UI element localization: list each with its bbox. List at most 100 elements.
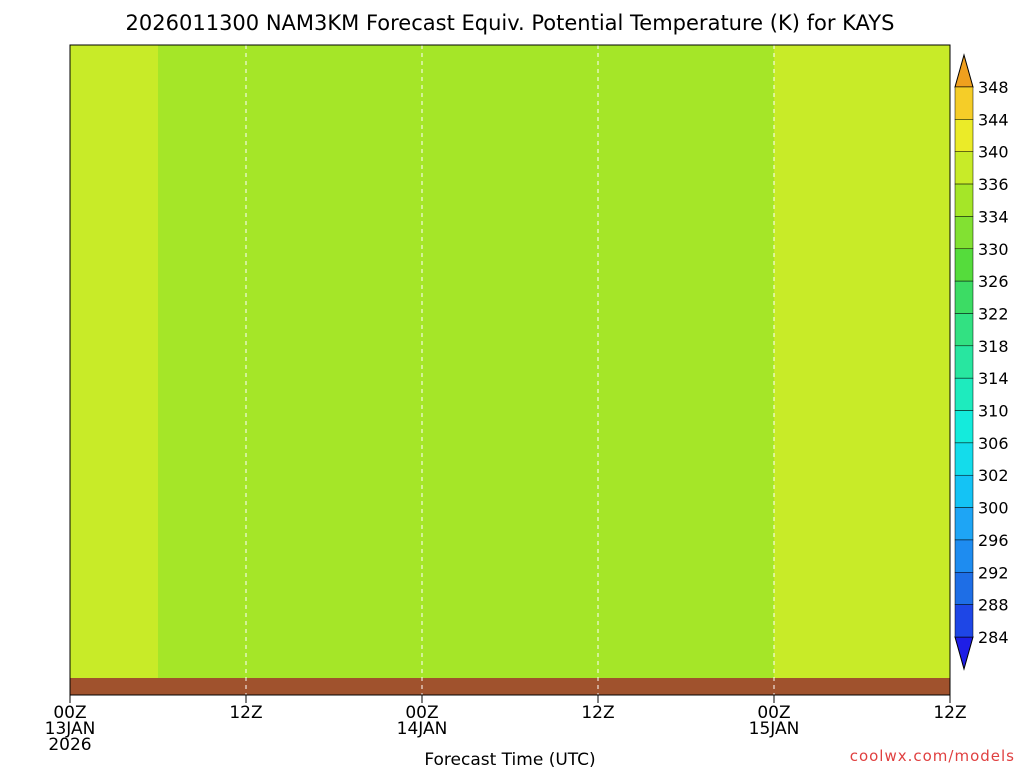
field-cell: [310, 390, 319, 396]
field-cell: [126, 390, 135, 396]
field-cell: [342, 380, 351, 386]
field-cell: [278, 200, 287, 206]
field-cell: [326, 215, 335, 221]
field-cell: [286, 230, 295, 236]
field-cell: [214, 250, 223, 256]
field-cell: [86, 440, 95, 446]
field-cell: [342, 145, 351, 151]
field-cell: [206, 140, 215, 146]
field-cell: [126, 320, 135, 326]
field-cell: [166, 385, 175, 391]
field-cell: [270, 490, 279, 496]
field-cell: [286, 195, 295, 201]
field-cell: [110, 595, 119, 601]
field-cell: [166, 255, 175, 261]
field-cell: [230, 595, 239, 601]
field-cell: [134, 180, 143, 186]
field-cell: [134, 355, 143, 361]
field-cell: [294, 550, 303, 556]
field-cell: [174, 525, 183, 531]
field-cell: [270, 235, 279, 241]
field-cell: [358, 105, 367, 111]
field-cell: [286, 215, 295, 221]
field-cell: [262, 375, 271, 381]
field-cell: [286, 425, 295, 431]
field-cell: [174, 560, 183, 566]
field-cell: [270, 600, 279, 606]
field-cell: [190, 80, 199, 86]
field-cell: [254, 655, 263, 661]
field-cell: [326, 200, 335, 206]
field-cell: [286, 270, 295, 276]
field-cell: [278, 325, 287, 331]
field-cell: [350, 630, 359, 636]
field-cell: [278, 480, 287, 486]
field-cell: [102, 145, 111, 151]
field-cell: [334, 450, 343, 456]
field-cell: [206, 175, 215, 181]
field-cell: [246, 445, 255, 451]
field-cell: [174, 475, 183, 481]
field-cell: [70, 230, 79, 236]
field-cell: [302, 390, 311, 396]
field-cell: [262, 270, 271, 276]
field-cell: [214, 165, 223, 171]
field-cell: [366, 560, 375, 566]
field-cell: [190, 565, 199, 571]
field-cell: [150, 625, 159, 631]
field-cell: [214, 340, 223, 346]
field-cell: [198, 475, 207, 481]
field-cell: [134, 465, 143, 471]
field-cell: [278, 510, 287, 516]
field-cell: [78, 620, 87, 626]
field-cell: [294, 525, 303, 531]
field-cell: [78, 250, 87, 256]
field-cell: [262, 630, 271, 636]
field-cell: [102, 290, 111, 296]
field-cell: [254, 610, 263, 616]
field-cell: [118, 60, 127, 66]
field-cell: [350, 270, 359, 276]
field-cell: [222, 575, 231, 581]
field-cell: [246, 430, 255, 436]
field-cell: [262, 480, 271, 486]
field-cell: [78, 450, 87, 456]
field-cell: [342, 65, 351, 71]
field-cell: [86, 285, 95, 291]
field-cell: [134, 90, 143, 96]
field-cell: [142, 655, 151, 661]
field-cell: [262, 105, 271, 111]
field-cell: [334, 310, 343, 316]
field-cell: [270, 265, 279, 271]
field-cell: [142, 190, 151, 196]
field-cell: [286, 675, 295, 681]
field-cell: [222, 305, 231, 311]
field-cell: [206, 405, 215, 411]
field-cell: [182, 610, 191, 616]
field-cell: [254, 295, 263, 301]
field-cell: [150, 360, 159, 366]
field-cell: [94, 400, 103, 406]
field-cell: [262, 290, 271, 296]
field-cell: [86, 585, 95, 591]
field-cell: [278, 85, 287, 91]
field-cell: [198, 285, 207, 291]
field-cell: [302, 325, 311, 331]
field-cell: [190, 150, 199, 156]
field-cell: [182, 125, 191, 131]
field-cell: [374, 260, 383, 266]
field-cell: [102, 360, 111, 366]
field-cell: [366, 235, 375, 241]
field-cell: [254, 150, 263, 156]
field-cell: [262, 470, 271, 476]
field-cell: [302, 400, 311, 406]
field-cell: [310, 525, 319, 531]
field-cell: [334, 275, 343, 281]
field-cell: [110, 460, 119, 466]
field-cell: [150, 495, 159, 501]
field-cell: [118, 330, 127, 336]
field-cell: [198, 480, 207, 486]
field-cell: [230, 415, 239, 421]
field-cell: [166, 490, 175, 496]
field-cell: [238, 670, 247, 676]
